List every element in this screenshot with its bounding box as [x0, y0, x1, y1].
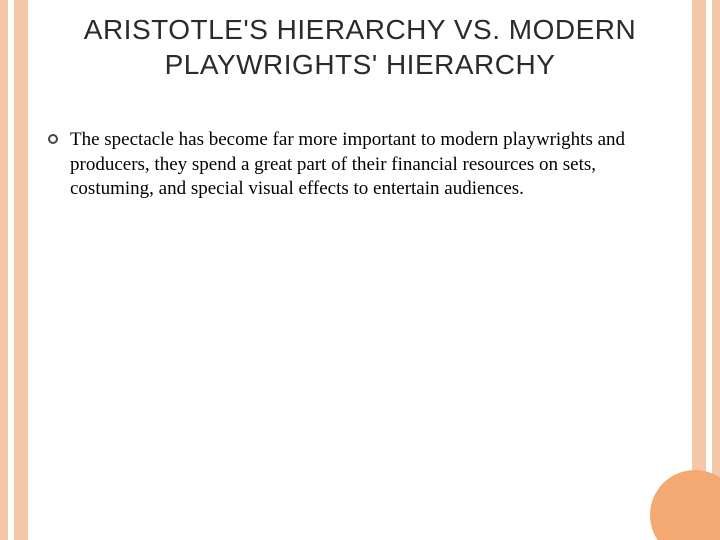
list-item: The spectacle has become far more import…: [48, 128, 660, 202]
bullet-text: The spectacle has become far more import…: [70, 128, 660, 202]
left-inner-stripe: [14, 0, 28, 540]
right-inner-stripe: [692, 0, 706, 540]
left-outer-stripe: [0, 0, 8, 540]
slide-body: The spectacle has become far more import…: [48, 128, 660, 202]
bullet-icon: [48, 134, 58, 144]
corner-circle-decoration: [650, 470, 720, 540]
slide-title: ARISTOTLE'S HIERARCHY VS. MODERN PLAYWRI…: [30, 12, 690, 82]
right-outer-stripe: [712, 0, 720, 540]
